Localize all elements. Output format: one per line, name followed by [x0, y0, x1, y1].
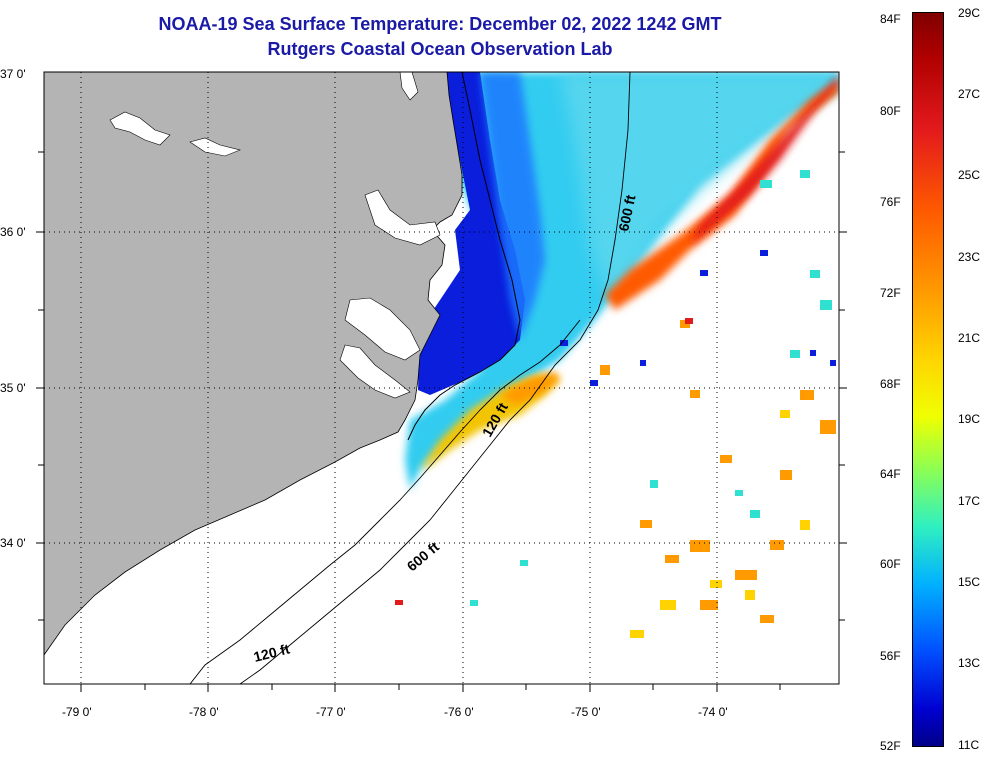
- contour-label-600ft-north: 600 ft: [615, 193, 638, 232]
- outer-banks: [407, 72, 521, 441]
- colorbar-c-19: 19C: [958, 412, 981, 426]
- lon-label-79: -79 0': [62, 705, 92, 719]
- sst-field: [395, 72, 839, 638]
- colorbar-f-68: 68F: [880, 377, 901, 391]
- colorbar-c-15: 15C: [958, 575, 981, 589]
- colorbar-c-25: 25C: [958, 168, 981, 182]
- map-subtitle: Rutgers Coastal Ocean Observation Lab: [267, 39, 613, 59]
- colorbar-c-17: 17C: [958, 494, 981, 508]
- inland-water: [109, 72, 441, 399]
- colorbar-f-52: 52F: [880, 739, 901, 753]
- colorbar-c-21: 21C: [958, 331, 981, 345]
- colorbar-c-23: 23C: [958, 250, 981, 264]
- axis-ticks: [36, 151, 847, 692]
- lat-label-37: 37 0': [0, 67, 26, 81]
- colorbar-f-84: 84F: [880, 12, 901, 26]
- lon-label-74: -74 0': [698, 705, 728, 719]
- temperature-colorbar: [912, 12, 944, 747]
- lon-label-75: -75 0': [571, 705, 601, 719]
- lon-label-77: -77 0': [316, 705, 346, 719]
- lon-label-78: -78 0': [189, 705, 219, 719]
- lat-label-36: 36 0': [0, 225, 26, 239]
- lon-label-76: -76 0': [444, 705, 474, 719]
- colorbar-f-76: 76F: [880, 195, 901, 209]
- colorbar-c-27: 27C: [958, 87, 981, 101]
- land-mass: [44, 72, 463, 656]
- colorbar-f-60: 60F: [880, 557, 901, 571]
- colorbar-f-72: 72F: [880, 286, 901, 300]
- colorbar-f-80: 80F: [880, 104, 901, 118]
- colorbar-c-13: 13C: [958, 656, 981, 670]
- map-frame: [43, 71, 840, 685]
- lat-label-35: 35 0': [0, 381, 26, 395]
- graticule: [44, 72, 839, 684]
- lat-label-34: 34 0': [0, 536, 26, 550]
- bathymetry-contours: [189, 72, 631, 684]
- colorbar-c-29: 29C: [958, 6, 981, 20]
- map-title: NOAA-19 Sea Surface Temperature: Decembe…: [158, 14, 722, 34]
- colorbar-c-11: 11C: [958, 738, 980, 752]
- sst-map: 600 ft 120 ft 600 ft 120 ft 37 0' 36 0' …: [0, 67, 847, 719]
- colorbar-f-56: 56F: [880, 649, 901, 663]
- colorbar-f-64: 64F: [880, 467, 901, 481]
